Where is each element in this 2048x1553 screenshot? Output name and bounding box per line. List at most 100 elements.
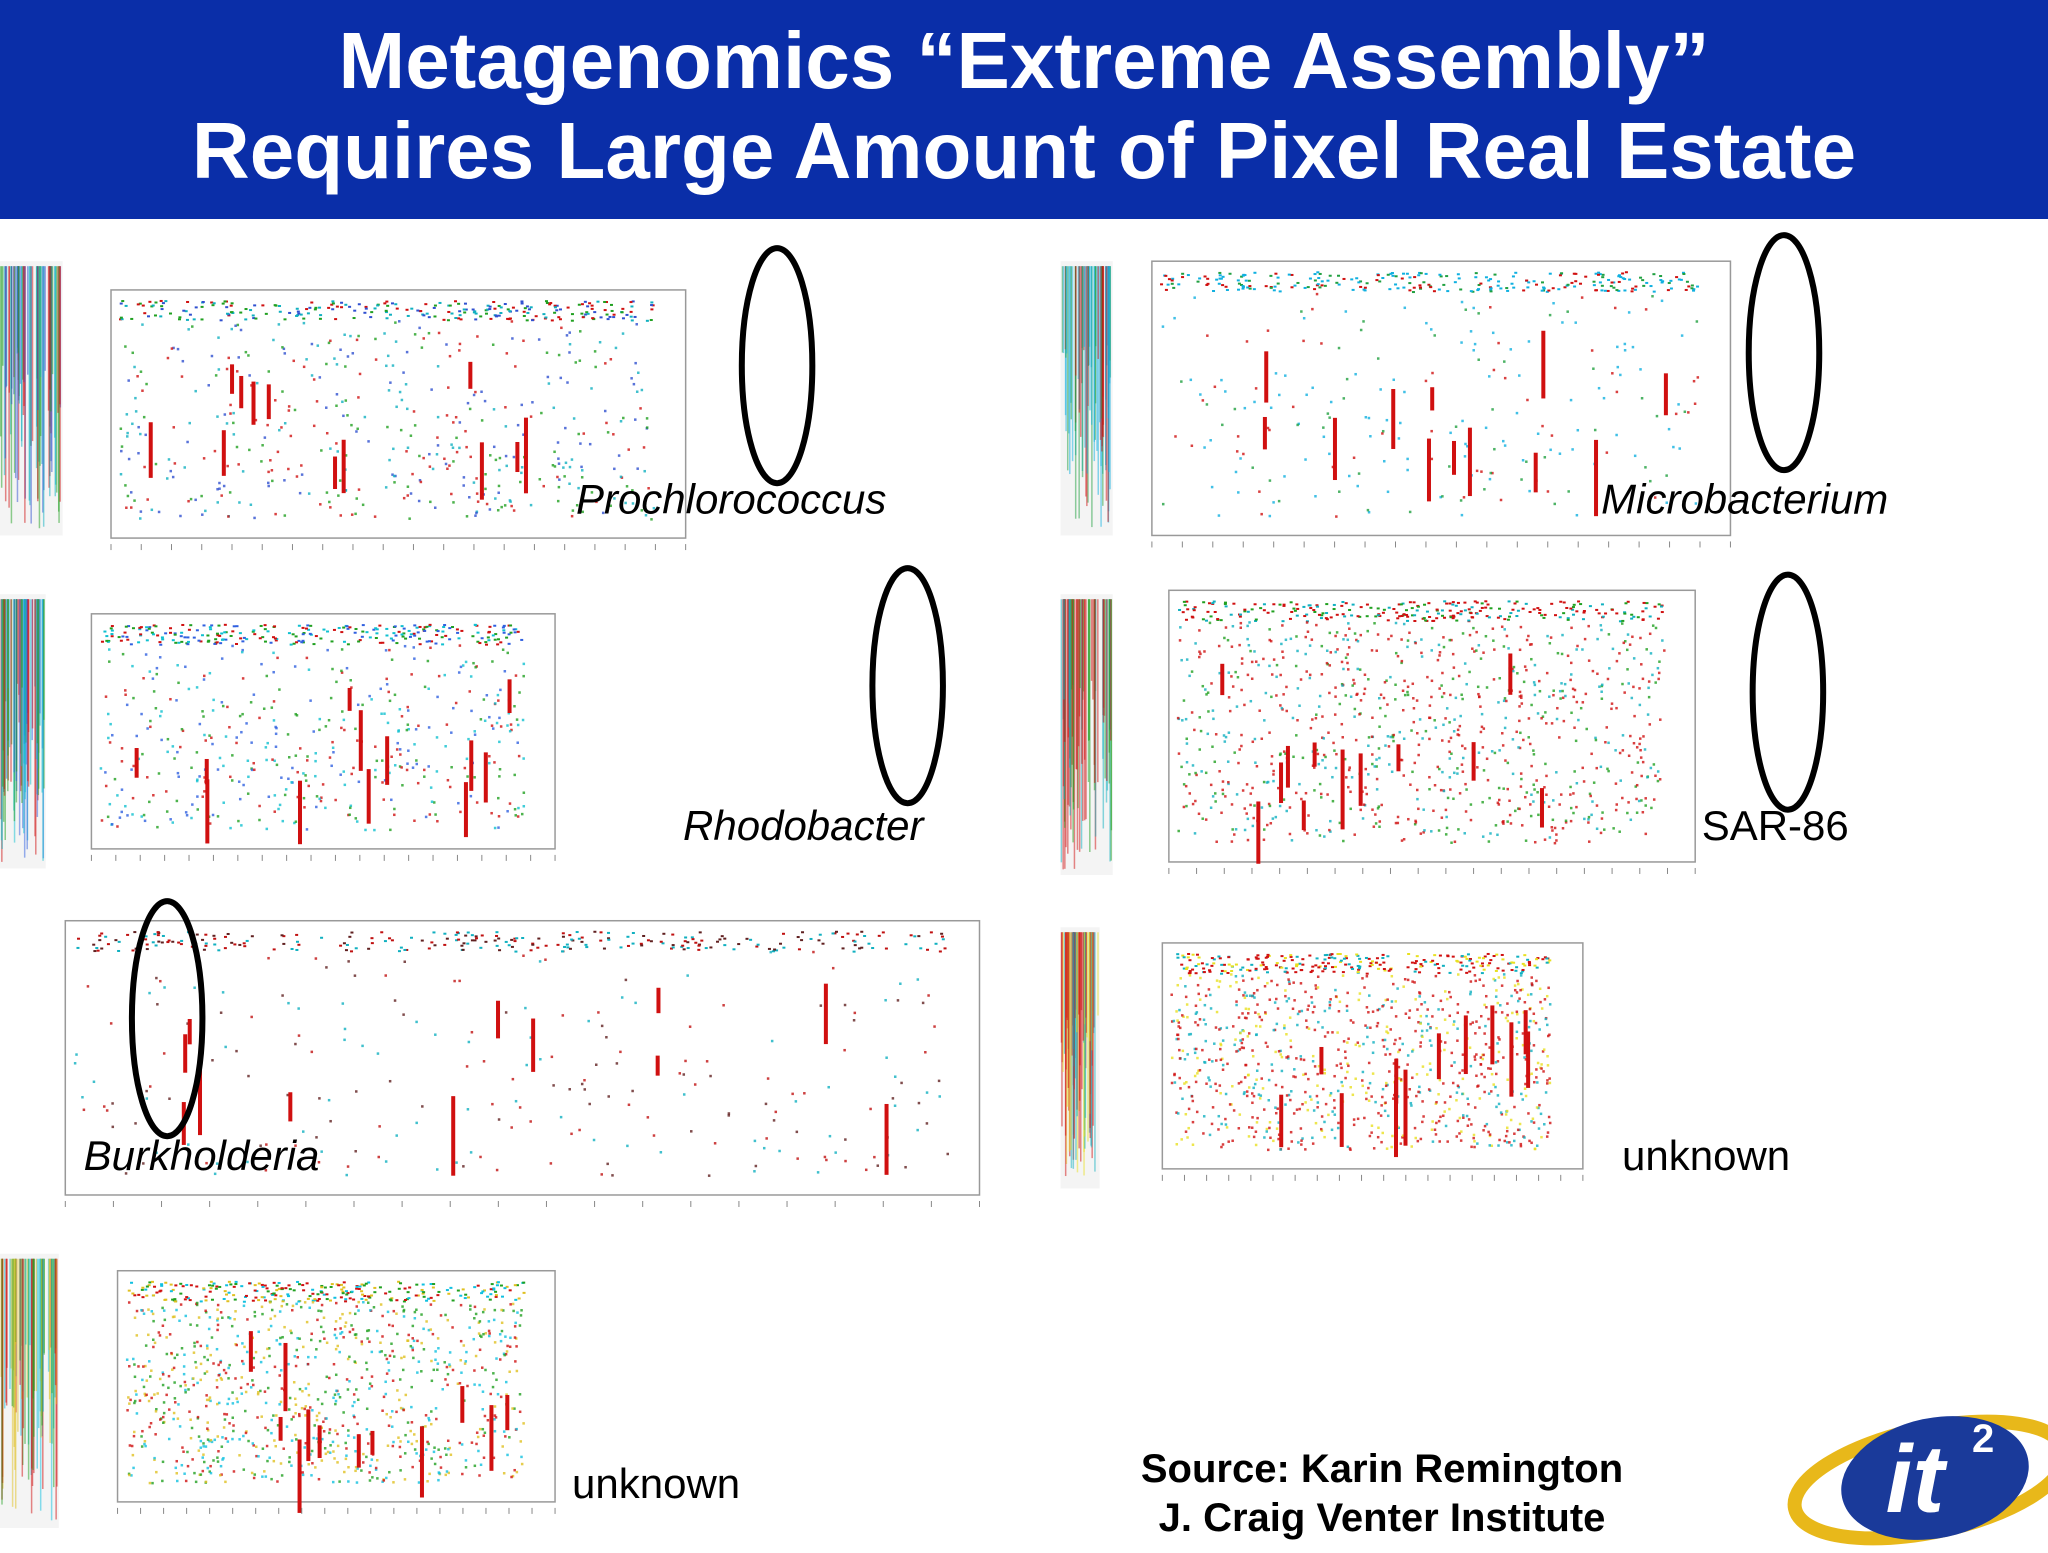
plot-dot bbox=[397, 729, 400, 732]
plot-dot bbox=[1231, 685, 1235, 688]
plot-dot bbox=[276, 656, 279, 660]
plot-dot bbox=[1254, 969, 1258, 972]
plot-dot bbox=[1482, 984, 1485, 987]
plot-dot bbox=[384, 309, 388, 312]
plot-dot bbox=[1268, 479, 1272, 482]
plot-dot bbox=[1391, 735, 1395, 739]
plot-dot bbox=[441, 630, 445, 633]
plot-dot bbox=[1378, 820, 1382, 823]
plot-dot bbox=[131, 813, 134, 816]
plot-dot bbox=[1240, 275, 1244, 278]
plot-dot bbox=[1588, 792, 1592, 796]
plot-dot bbox=[1621, 272, 1625, 275]
plot-dot bbox=[1584, 275, 1588, 278]
plot-dot bbox=[544, 316, 548, 319]
plot-dot bbox=[917, 1101, 921, 1105]
plot-dot bbox=[297, 1007, 300, 1010]
plot-dot bbox=[436, 436, 439, 439]
plot-dot bbox=[639, 407, 642, 410]
plot-dot bbox=[1225, 1026, 1229, 1030]
plot-dot bbox=[1543, 456, 1547, 459]
plot-dot bbox=[1238, 643, 1241, 647]
plot-dot bbox=[393, 625, 397, 628]
plot-dot bbox=[406, 709, 410, 712]
plot-dot bbox=[1523, 954, 1527, 957]
plot-dot bbox=[844, 1159, 847, 1163]
plot-dot bbox=[235, 1049, 238, 1053]
plot-dot bbox=[1283, 1024, 1286, 1027]
plot-dot bbox=[1314, 495, 1317, 498]
title-banner bbox=[0, 0, 2048, 219]
plot-dot bbox=[1258, 709, 1261, 712]
plot-dot bbox=[1370, 1131, 1373, 1134]
plot-dot bbox=[438, 301, 442, 304]
plot-dot bbox=[1375, 777, 1379, 781]
plot-dot bbox=[1532, 608, 1536, 611]
plot-dot bbox=[173, 462, 177, 465]
plot-dot bbox=[1469, 818, 1473, 822]
plot-dot bbox=[1372, 1041, 1375, 1044]
plot-dot bbox=[1356, 667, 1359, 671]
plot-dot bbox=[1211, 795, 1215, 798]
plot-dot bbox=[508, 802, 512, 805]
plot-dot bbox=[224, 631, 228, 634]
plot-dot bbox=[1532, 749, 1535, 752]
plot-dot bbox=[1516, 609, 1520, 612]
plot-dot bbox=[592, 1138, 596, 1142]
plot-dot bbox=[157, 940, 161, 943]
plot-dot bbox=[1330, 953, 1334, 956]
plot-dot bbox=[723, 944, 727, 947]
plot-dot bbox=[1403, 693, 1407, 697]
plot-dot bbox=[904, 943, 908, 946]
plot-dot bbox=[1287, 1147, 1290, 1150]
plot-dot bbox=[1211, 709, 1215, 712]
thumbnail-stroke bbox=[34, 599, 36, 837]
plot-dot bbox=[1575, 648, 1578, 651]
plot-dot bbox=[210, 354, 214, 358]
plot-dot bbox=[249, 701, 253, 704]
plot-dot bbox=[435, 633, 439, 636]
plot-dot bbox=[1189, 378, 1193, 382]
plot-dot bbox=[1616, 365, 1620, 369]
plot-dot bbox=[1532, 280, 1536, 283]
plot-dot bbox=[318, 717, 322, 721]
plot-dot bbox=[274, 399, 277, 402]
plot-dot bbox=[398, 390, 402, 394]
plot-dot bbox=[1679, 278, 1683, 281]
plot-dot bbox=[1645, 281, 1649, 284]
plot-dot bbox=[186, 440, 189, 444]
plot-dot bbox=[1592, 781, 1596, 784]
plot-dot bbox=[1505, 1141, 1509, 1144]
plot-dot bbox=[1545, 994, 1549, 998]
plot-dot bbox=[795, 1130, 799, 1134]
plot-dot bbox=[662, 932, 666, 935]
plot-dot bbox=[461, 664, 465, 667]
plot-dot bbox=[1644, 832, 1648, 836]
plot-dot bbox=[117, 940, 121, 943]
plot-dot bbox=[1641, 810, 1645, 814]
plot-dot bbox=[194, 389, 197, 393]
plot-dot bbox=[1552, 689, 1555, 692]
plot-dot bbox=[1492, 955, 1496, 958]
plot-dot bbox=[1472, 349, 1475, 352]
plot-dot bbox=[1690, 284, 1694, 287]
plot-dot bbox=[1282, 959, 1286, 962]
plot-dot bbox=[1221, 275, 1225, 278]
plot-dot bbox=[1238, 748, 1241, 751]
plot-dot bbox=[1418, 286, 1422, 289]
plot-dot bbox=[607, 1095, 610, 1098]
plot-dot bbox=[646, 1116, 650, 1119]
plot-dot bbox=[494, 633, 498, 636]
plot-dot bbox=[580, 312, 584, 315]
plot-dot bbox=[487, 639, 491, 642]
plot-dot bbox=[116, 794, 119, 797]
plot-dot bbox=[1271, 817, 1275, 820]
plot-dot bbox=[1558, 452, 1562, 455]
plot-dot bbox=[1503, 1139, 1507, 1143]
plot-dot bbox=[1627, 754, 1631, 758]
plot-dot bbox=[1452, 797, 1455, 801]
plot-dot bbox=[1261, 1087, 1265, 1090]
highlight-ellipse bbox=[738, 245, 816, 487]
plot-dot bbox=[93, 950, 97, 953]
plot-dot bbox=[1199, 393, 1202, 396]
